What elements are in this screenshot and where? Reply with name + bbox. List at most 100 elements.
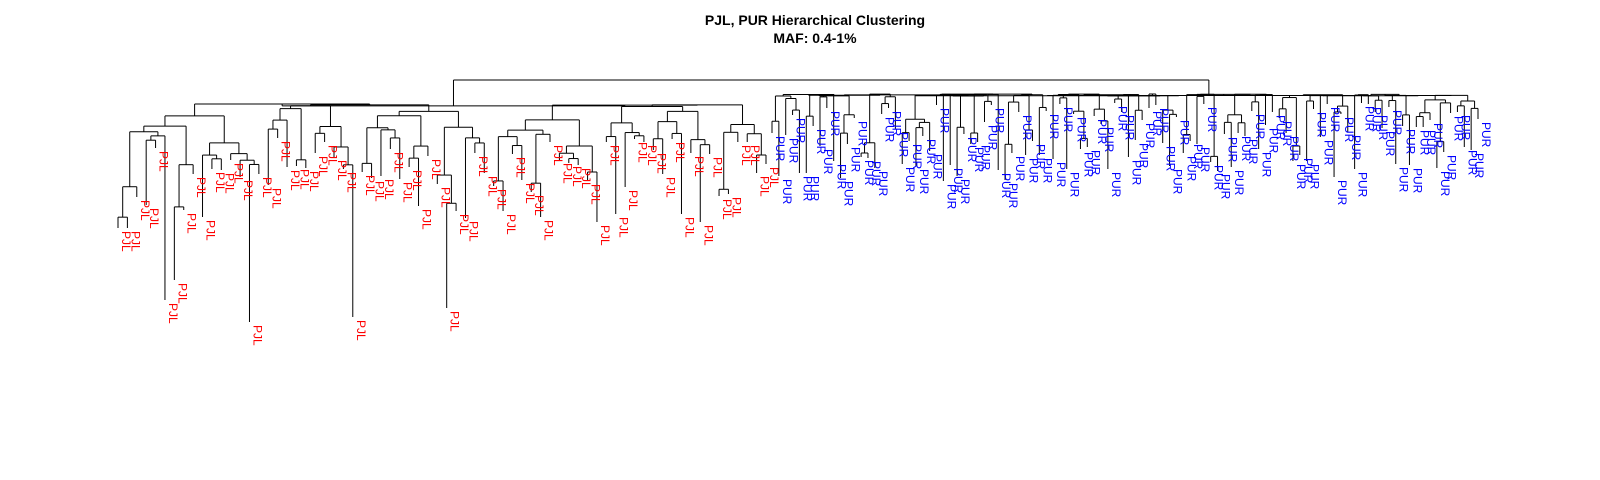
leaf-label: PJL [626,190,640,211]
leaf-label: PUR [1061,107,1075,133]
leaf-label: PJL [701,225,715,246]
leaf-label: PUR [1006,183,1020,209]
plot-subtitle: MAF: 0.4-1% [773,30,857,46]
leaf-label: PUR [869,161,883,187]
leaf-label: PUR [924,139,938,165]
leaf-label: PJL [213,172,227,193]
leaf-label: PUR [1410,168,1424,194]
leaf-label: PUR [1095,119,1109,145]
leaf-label: PUR [1136,143,1150,169]
leaf-label: PJL [636,142,650,163]
leaf-label: PJL [128,231,142,252]
leaf-label: PUR [1465,150,1479,176]
leaf-label: PUR [1232,170,1246,196]
leaf-label: PJL [579,168,593,189]
leaf-label: PUR [999,173,1013,199]
leaf-label: PJL [654,153,668,174]
leaf-label: PUR [1225,137,1239,163]
leaf-label: PJL [598,225,612,246]
leaf-label: PUR [1219,174,1233,200]
leaf-label: PJL [758,176,772,197]
leaf-label: PUR [1116,106,1130,132]
leaf-label: PUR [1040,158,1054,184]
leaf-label: PJL [410,170,424,191]
leaf-label: PJL [344,172,358,193]
leaf-label: PUR [944,184,958,210]
leaf-label: PUR [1033,144,1047,170]
leaf-label: PUR [1102,127,1116,153]
leaf-label: PJL [373,181,387,202]
leaf-label: PJL [495,189,509,210]
leaf-label: PUR [1164,146,1178,172]
leaf-label: PJL [523,183,537,204]
leaf-label: PUR [821,149,835,175]
leaf-label: PUR [1294,164,1308,190]
leaf-label: PUR [985,125,999,151]
leaf-label: PJL [269,188,283,209]
leaf-label: PUR [965,137,979,163]
leaf-label: PUR [1150,111,1164,137]
leaf-label: PUR [972,147,986,173]
leaf-label: PUR [1267,128,1281,154]
leaf-label: PJL [645,145,659,166]
leaf-label: PJL [354,320,368,341]
leaf-label: PUR [828,111,842,137]
leaf-label: PUR [842,181,856,207]
leaf-label: PJL [175,283,189,304]
leaf-label: PUR [1123,115,1137,141]
leaf-label: PUR [1438,171,1452,197]
leaf-label: PUR [1404,129,1418,155]
leaf-label: PUR [1198,147,1212,173]
leaf-label: PUR [1177,120,1191,146]
leaf-label: PJL [401,182,415,203]
leaf-label: PJL [147,208,161,229]
leaf-label: PUR [814,129,828,155]
leaf-label: PUR [1342,117,1356,143]
leaf-label: PJL [542,220,556,241]
leaf-label: PUR [807,176,821,202]
leaf-label: PUR [1027,158,1041,184]
leaf-label: PJL [316,156,330,177]
leaf-label: PUR [938,108,952,134]
leaf-label: PUR [903,167,917,193]
leaf-label: PUR [1075,117,1089,143]
leaf-label: PUR [862,160,876,186]
leaf-label: PUR [1205,107,1219,133]
leaf-label: PUR [1369,107,1383,133]
leaf-label: PUR [855,121,869,147]
leaf-label: PUR [1308,164,1322,190]
leaf-label: PUR [800,176,814,202]
leaf-label: PJL [673,142,687,163]
leaf-label: PUR [1445,155,1459,181]
leaf-label: PJL [607,145,621,166]
leaf-label: PJL [532,195,546,216]
leaf-label: PJL [194,177,208,198]
leaf-label: PUR [1246,139,1260,165]
leaf-label: PUR [1020,115,1034,141]
leaf-label: PJL [560,163,574,184]
leaf-label: PUR [773,136,787,162]
plot-title-main: PJL, PUR Hierarchical Clustering [704,12,926,28]
leaf-label: PUR [1191,144,1205,170]
leaf-label: PUR [794,118,808,144]
leaf-label: PJL [664,177,678,198]
leaf-label: PJL [438,187,452,208]
leaf-label: PUR [1081,152,1095,178]
leaf-label: PUR [883,117,897,143]
leaf-label: PUR [1184,156,1198,182]
leaf-label: PJL [739,145,753,166]
leaf-label: PUR [1452,116,1466,142]
leaf-label: PUR [1157,108,1171,134]
leaf-label: PUR [1335,180,1349,206]
leaf-label: PUR [1253,114,1267,140]
leaf-label: PUR [1013,156,1027,182]
leaf-label: PJL [729,197,743,218]
leaf-label: PUR [1109,172,1123,198]
leaf-label: PJL [570,166,584,187]
leaf-label: PUR [1273,115,1287,141]
leaf-label: PJL [513,157,527,178]
leaf-label: PJL [157,151,171,172]
leaf-label: PJL [485,176,499,197]
leaf-label: PUR [1479,122,1493,148]
